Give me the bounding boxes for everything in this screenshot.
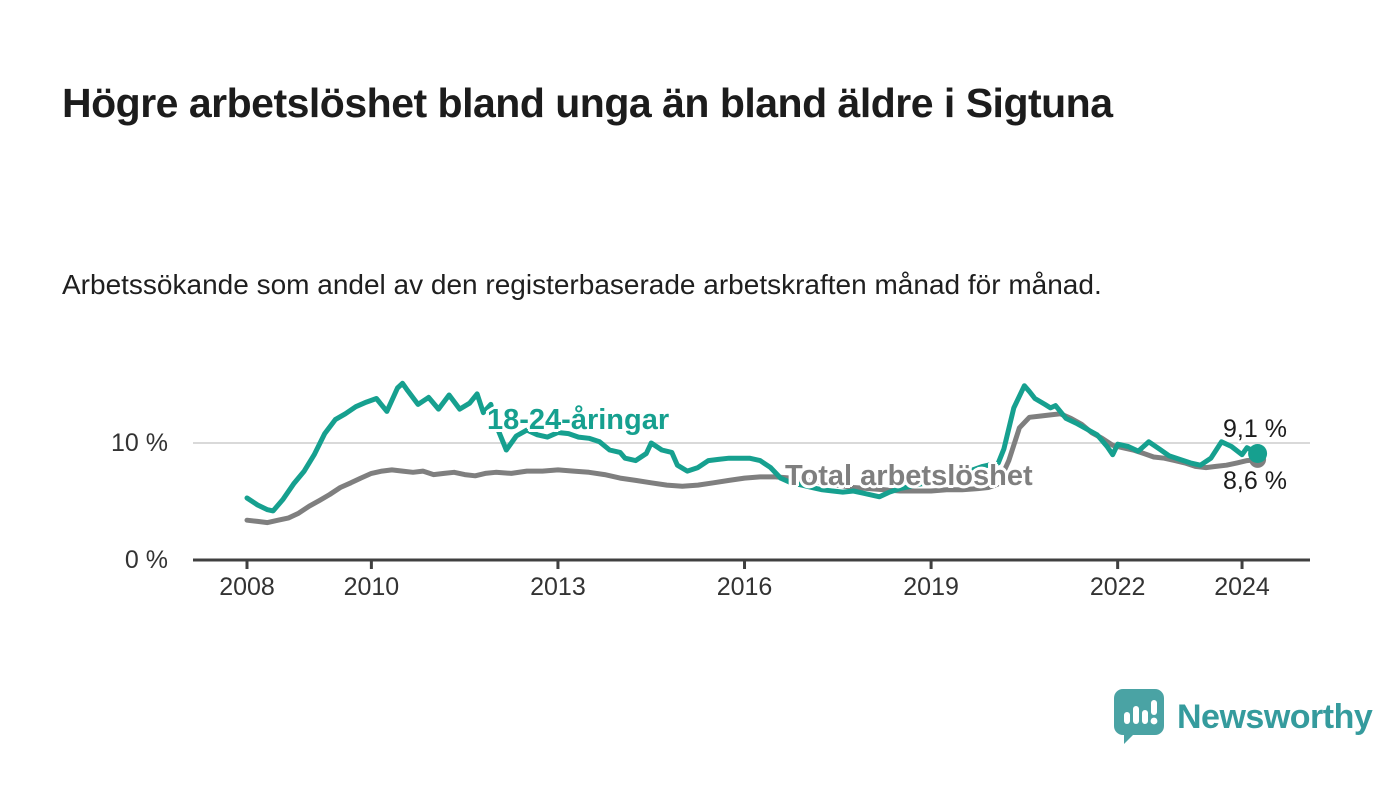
line-young bbox=[244, 380, 1261, 514]
x-tick-label-2024: 2024 bbox=[1214, 573, 1270, 601]
page-subtitle: Arbetssökande som andel av den registerb… bbox=[62, 269, 1102, 300]
y-axis-tick-label-10: 10 % bbox=[111, 429, 168, 457]
y-axis-tick-label-0: 0 % bbox=[124, 546, 168, 574]
x-tick-label-2010: 2010 bbox=[343, 573, 400, 601]
x-tick-label-2019: 2019 bbox=[903, 573, 959, 601]
end-value-label-young: 9,1 % bbox=[1223, 415, 1287, 443]
series-label-total: Total arbetslöshet bbox=[785, 460, 1033, 492]
page-title: Högre arbetslöshet bland unga än bland ä… bbox=[62, 80, 1113, 127]
newsworthy-logo-icon bbox=[1114, 689, 1164, 744]
x-tick-label-2013: 2013 bbox=[530, 573, 586, 601]
end-value-label-total: 8,6 % bbox=[1223, 467, 1287, 495]
end-dot-young bbox=[1248, 444, 1268, 464]
x-tick-label-2008: 2008 bbox=[219, 573, 275, 601]
x-tick-label-2022: 2022 bbox=[1089, 573, 1146, 601]
newsworthy-brand: Newsworthy bbox=[1113, 687, 1373, 747]
newsworthy-wordmark: Newsworthy bbox=[1177, 697, 1373, 736]
line-total bbox=[244, 411, 1261, 526]
series-label-young: 18-24-åringar bbox=[487, 404, 670, 436]
x-tick-label-2016: 2016 bbox=[716, 573, 773, 601]
